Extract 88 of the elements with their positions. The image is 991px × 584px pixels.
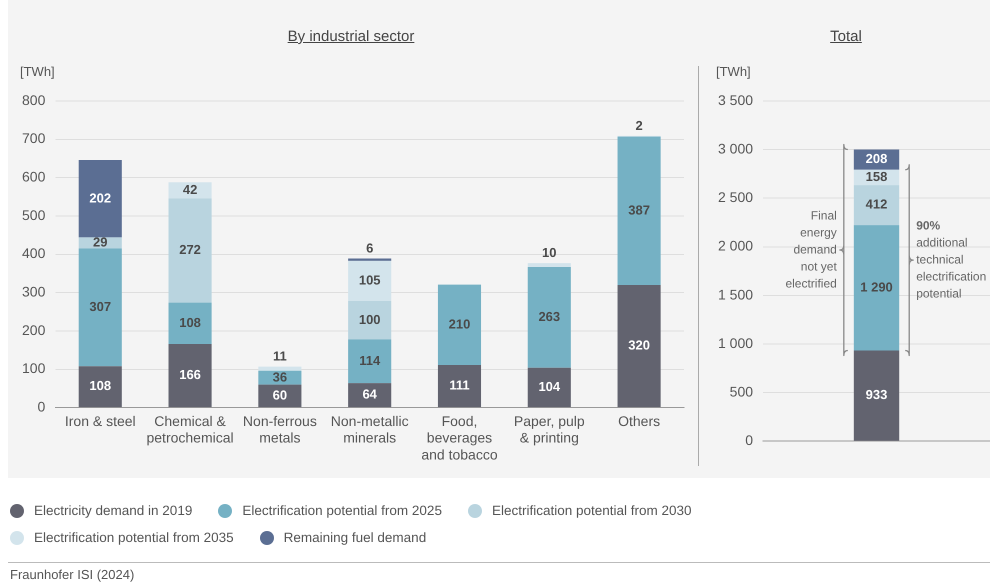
- y-axis-title: [TWh]: [716, 64, 751, 80]
- data-label: 42: [182, 182, 198, 197]
- bar: [348, 260, 392, 302]
- data-label: 10: [542, 245, 557, 260]
- bar: [78, 366, 122, 408]
- bar: [78, 160, 122, 238]
- bar: [618, 284, 661, 408]
- data-label: 6: [366, 240, 374, 256]
- data-label: 100: [358, 312, 381, 327]
- y-tick-label: 500: [22, 206, 46, 223]
- bar: [348, 301, 392, 340]
- chart-title: By industrial sector: [288, 28, 414, 45]
- text: Fraunhofer ISI (2024): [10, 567, 134, 582]
- data-label: 64: [362, 386, 378, 402]
- legend-label: Electrification potential from 2035: [34, 530, 234, 545]
- bar: [258, 384, 302, 408]
- data-label: 104: [538, 379, 561, 394]
- y-tick-label: 500: [730, 383, 754, 400]
- y-tick-label: 400: [22, 245, 46, 262]
- bar: [528, 263, 571, 267]
- bar: [438, 365, 482, 408]
- data-label: 208: [866, 151, 888, 166]
- y-tick-label: 300: [22, 283, 46, 300]
- y-axis-title: [TWh]: [20, 64, 55, 80]
- data-label: 263: [538, 308, 560, 324]
- bar: [854, 185, 900, 226]
- data-label: 111: [449, 378, 470, 393]
- bar: [618, 136, 661, 285]
- x-tick-label: Paper, pulp & printing: [514, 412, 585, 446]
- legend-label: Electrification potential from 2025: [242, 503, 442, 518]
- y-tick-label: 3 500: [718, 92, 754, 108]
- bar: [348, 383, 392, 408]
- legend-label: Electrification potential from 2030: [492, 503, 692, 518]
- data-label: 412: [866, 196, 888, 212]
- bar: [854, 350, 900, 441]
- legend-label: Electricity demand in 2019: [34, 503, 192, 518]
- y-tick-label: 1 500: [718, 286, 754, 302]
- x-tick-label: Chemical & petrochemical: [146, 412, 234, 446]
- legend-label: Remaining fuel demand: [284, 530, 426, 545]
- y-tick-label: 2 000: [718, 238, 754, 254]
- chart-title: Total: [830, 28, 862, 45]
- data-label: 272: [179, 242, 201, 258]
- x-tick-label: Non-metallic minerals: [330, 412, 409, 446]
- bar: [348, 339, 392, 384]
- data-label: 108: [89, 378, 112, 394]
- data-label: 210: [448, 316, 470, 332]
- y-tick-label: 3 000: [718, 140, 754, 156]
- bar: [258, 366, 302, 371]
- data-label: 933: [866, 387, 888, 402]
- data-label: 166: [179, 367, 201, 382]
- y-tick-label: 2 500: [718, 189, 754, 206]
- bar: [168, 198, 212, 303]
- y-tick-label: 0: [38, 398, 46, 414]
- y-tick-label: 800: [22, 92, 46, 108]
- data-label: 387: [628, 202, 650, 218]
- y-tick-label: 0: [745, 432, 754, 448]
- bar: [854, 225, 900, 351]
- data-label: 320: [628, 338, 650, 353]
- y-tick-label: 200: [22, 322, 46, 338]
- data-label: 1 290: [860, 279, 893, 294]
- data-label: 36: [272, 369, 288, 384]
- data-label: 114: [359, 352, 381, 368]
- bar: [528, 266, 571, 368]
- bar: [438, 284, 482, 366]
- data-label: 60: [272, 387, 288, 402]
- data-label: 202: [89, 190, 112, 206]
- data-label: 108: [179, 314, 201, 330]
- y-tick-label: 600: [22, 168, 46, 185]
- x-tick-label: Iron & steel: [64, 412, 136, 429]
- text: Final energy demand not yet electrified: [785, 208, 838, 290]
- bar: [168, 302, 212, 344]
- x-tick-label: Others: [618, 412, 660, 429]
- data-label: 29: [93, 234, 108, 250]
- data-label: 105: [358, 272, 381, 288]
- y-tick-label: 1 000: [718, 334, 754, 351]
- data-label: 307: [89, 298, 112, 314]
- data-label: 158: [866, 168, 888, 184]
- x-tick-label: Food, beverages and tobacco: [421, 412, 498, 462]
- data-label: 2: [635, 118, 643, 133]
- x-tick-label: Non-ferrous metals: [242, 412, 317, 446]
- data-label: 11: [273, 348, 287, 364]
- y-tick-label: 700: [22, 130, 46, 146]
- bar: [78, 248, 122, 366]
- text: 90% additional technical electrification potential: [916, 218, 986, 300]
- bar: [168, 182, 212, 198]
- y-tick-label: 100: [22, 360, 46, 376]
- bar: [168, 344, 212, 408]
- bar: [528, 368, 571, 408]
